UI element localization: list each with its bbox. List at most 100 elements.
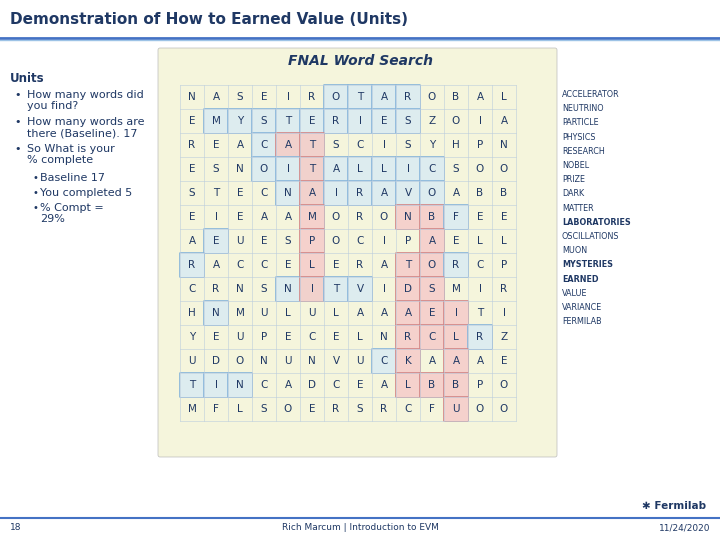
- Text: E: E: [333, 260, 339, 270]
- Text: C: C: [261, 188, 268, 198]
- FancyBboxPatch shape: [300, 205, 325, 230]
- Text: U: U: [260, 308, 268, 318]
- Text: U: U: [308, 308, 316, 318]
- Text: L: L: [453, 332, 459, 342]
- Text: S: S: [261, 404, 267, 414]
- FancyBboxPatch shape: [204, 109, 228, 133]
- Text: E: E: [477, 212, 483, 222]
- Text: R: R: [356, 212, 364, 222]
- Text: R: R: [500, 284, 508, 294]
- Text: T: T: [309, 164, 315, 174]
- FancyBboxPatch shape: [158, 48, 557, 457]
- FancyBboxPatch shape: [420, 157, 444, 181]
- FancyBboxPatch shape: [251, 157, 276, 181]
- FancyBboxPatch shape: [228, 373, 253, 397]
- Text: C: C: [477, 260, 484, 270]
- Text: S: S: [356, 404, 364, 414]
- Text: 29%: 29%: [40, 214, 65, 224]
- FancyBboxPatch shape: [444, 348, 469, 374]
- Text: E: E: [284, 332, 292, 342]
- Text: S: S: [405, 140, 411, 150]
- Text: ✱ Fermilab: ✱ Fermilab: [642, 501, 706, 511]
- Text: B: B: [477, 188, 484, 198]
- FancyBboxPatch shape: [323, 180, 348, 206]
- Text: C: C: [356, 236, 364, 246]
- Text: Z: Z: [500, 332, 508, 342]
- Text: I: I: [479, 284, 482, 294]
- Text: E: E: [237, 212, 243, 222]
- FancyBboxPatch shape: [348, 84, 372, 110]
- Text: C: C: [236, 260, 243, 270]
- FancyBboxPatch shape: [300, 228, 325, 253]
- Text: A: A: [380, 92, 387, 102]
- FancyBboxPatch shape: [395, 109, 420, 133]
- Text: A: A: [380, 380, 387, 390]
- Text: Z: Z: [428, 116, 436, 126]
- Text: R: R: [189, 140, 196, 150]
- Text: T: T: [405, 260, 411, 270]
- Text: T: T: [189, 380, 195, 390]
- FancyBboxPatch shape: [348, 180, 372, 206]
- Text: M: M: [451, 284, 460, 294]
- Text: M: M: [188, 404, 197, 414]
- Text: S: S: [261, 284, 267, 294]
- Text: O: O: [260, 164, 268, 174]
- FancyBboxPatch shape: [372, 157, 397, 181]
- FancyBboxPatch shape: [395, 300, 420, 326]
- Text: E: E: [356, 380, 364, 390]
- FancyBboxPatch shape: [179, 373, 204, 397]
- Text: P: P: [501, 260, 507, 270]
- Text: A: A: [477, 356, 484, 366]
- Text: O: O: [500, 164, 508, 174]
- Text: S: S: [212, 164, 220, 174]
- Text: E: E: [284, 260, 292, 270]
- Text: ACCELERATOR: ACCELERATOR: [562, 90, 620, 99]
- Text: EARNED: EARNED: [562, 275, 598, 284]
- Text: NOBEL: NOBEL: [562, 161, 589, 170]
- Text: P: P: [477, 380, 483, 390]
- Text: S: S: [428, 284, 436, 294]
- Text: T: T: [213, 188, 219, 198]
- FancyBboxPatch shape: [372, 84, 397, 110]
- Text: MYSTERIES: MYSTERIES: [562, 260, 613, 269]
- Text: O: O: [500, 404, 508, 414]
- Text: NEUTRINO: NEUTRINO: [562, 104, 603, 113]
- Text: A: A: [428, 356, 436, 366]
- Text: N: N: [236, 380, 244, 390]
- Text: LABORATORIES: LABORATORIES: [562, 218, 631, 227]
- Text: R: R: [477, 332, 484, 342]
- Text: B: B: [428, 212, 436, 222]
- Text: E: E: [237, 188, 243, 198]
- Text: N: N: [284, 284, 292, 294]
- Text: L: L: [501, 92, 507, 102]
- Text: S: S: [237, 92, 243, 102]
- Text: E: E: [309, 404, 315, 414]
- Text: B: B: [452, 380, 459, 390]
- Text: E: E: [333, 332, 339, 342]
- Text: F: F: [213, 404, 219, 414]
- FancyBboxPatch shape: [276, 132, 300, 158]
- Text: P: P: [405, 236, 411, 246]
- FancyBboxPatch shape: [276, 109, 300, 133]
- Text: U: U: [188, 356, 196, 366]
- Text: A: A: [212, 260, 220, 270]
- Text: I: I: [335, 188, 338, 198]
- FancyBboxPatch shape: [323, 84, 348, 110]
- Text: Y: Y: [189, 332, 195, 342]
- Text: E: E: [189, 116, 195, 126]
- Text: VALUE: VALUE: [562, 289, 588, 298]
- Text: N: N: [260, 356, 268, 366]
- Text: N: N: [188, 92, 196, 102]
- Text: So What is your: So What is your: [27, 144, 114, 154]
- Text: there (Baseline). 17: there (Baseline). 17: [27, 128, 138, 138]
- Text: E: E: [261, 236, 267, 246]
- Text: C: C: [356, 140, 364, 150]
- Text: E: E: [189, 164, 195, 174]
- Text: F: F: [453, 212, 459, 222]
- Text: I: I: [454, 308, 457, 318]
- Text: I: I: [287, 164, 289, 174]
- Text: E: E: [309, 116, 315, 126]
- FancyBboxPatch shape: [420, 228, 444, 253]
- Text: C: C: [308, 332, 315, 342]
- Text: R: R: [212, 284, 220, 294]
